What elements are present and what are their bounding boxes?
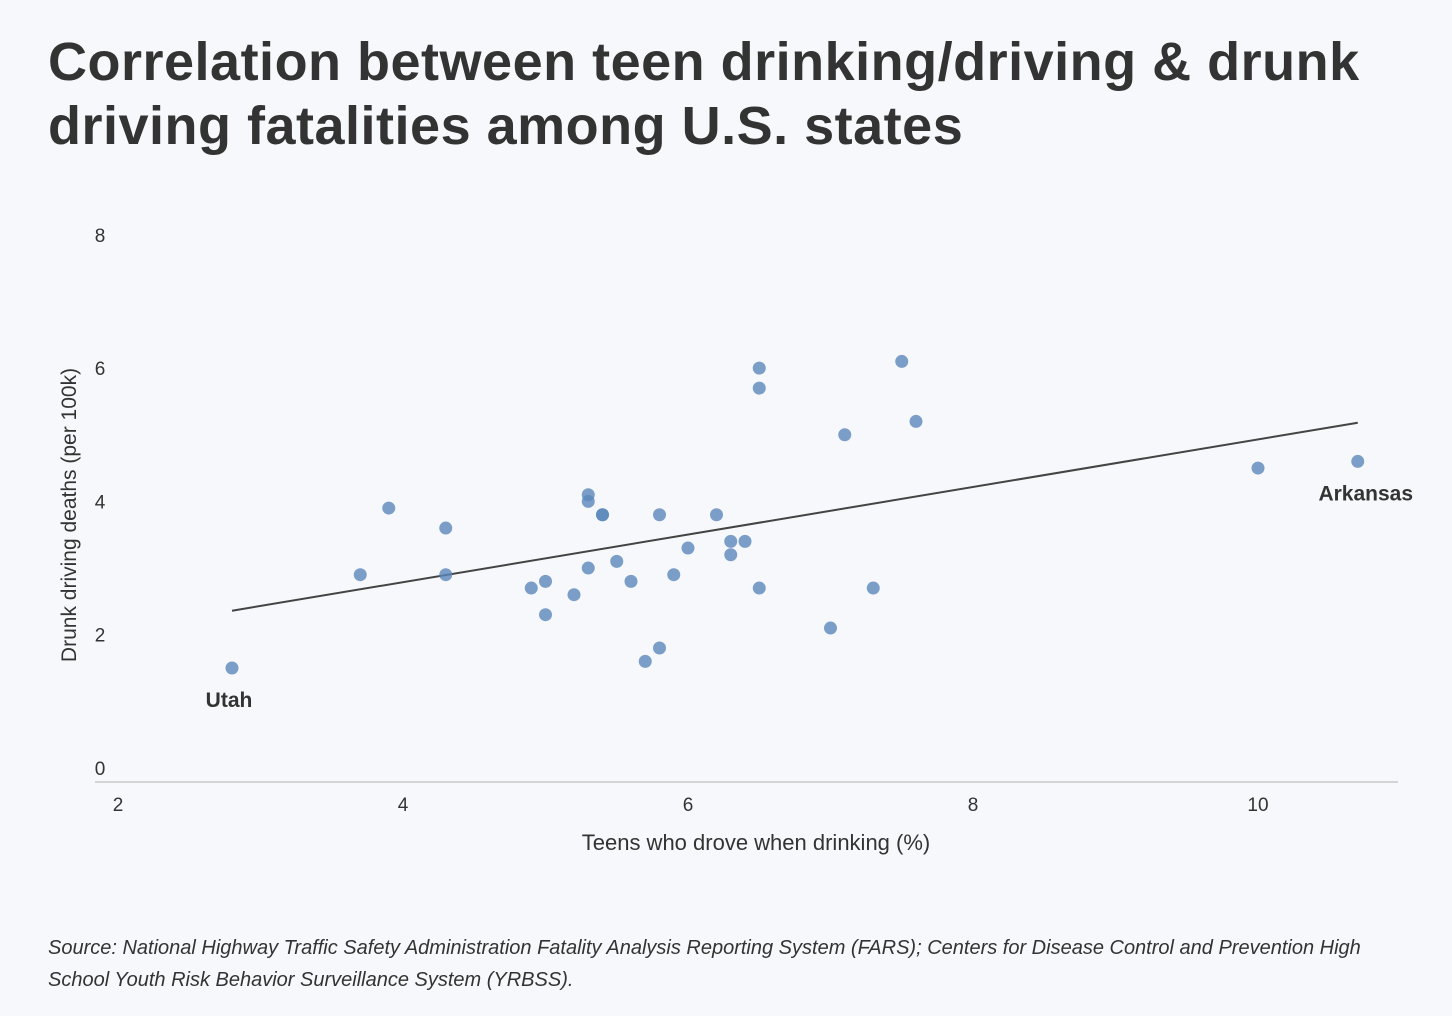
data-point bbox=[738, 534, 752, 548]
data-point bbox=[581, 561, 595, 575]
y-tick-label: 2 bbox=[95, 626, 106, 647]
data-point bbox=[752, 381, 766, 395]
x-tick-label: 6 bbox=[683, 795, 694, 816]
x-axis-label: Teens who drove when drinking (%) bbox=[582, 830, 931, 855]
data-point bbox=[724, 548, 738, 562]
data-point bbox=[567, 588, 581, 602]
data-point bbox=[225, 661, 239, 675]
data-point bbox=[895, 354, 909, 368]
data-point bbox=[624, 574, 638, 588]
y-tick-label: 8 bbox=[95, 226, 106, 247]
data-point bbox=[667, 568, 681, 582]
data-point bbox=[638, 654, 652, 668]
data-point bbox=[1351, 454, 1365, 468]
data-point bbox=[539, 574, 552, 588]
point-label-utah: Utah bbox=[206, 689, 253, 712]
data-point bbox=[752, 581, 766, 595]
point-label-arkansas: Arkansas bbox=[1318, 482, 1413, 505]
data-point bbox=[439, 568, 453, 582]
data-point bbox=[710, 508, 723, 522]
data-point bbox=[824, 621, 837, 635]
data-point bbox=[909, 414, 923, 428]
data-point bbox=[382, 501, 396, 515]
data-point bbox=[439, 521, 453, 535]
x-tick-label: 4 bbox=[398, 795, 409, 816]
data-point bbox=[653, 508, 666, 522]
data-point bbox=[681, 541, 695, 555]
data-point bbox=[866, 581, 880, 595]
y-tick-label: 0 bbox=[95, 759, 106, 780]
data-point bbox=[752, 361, 766, 375]
data-point bbox=[353, 568, 367, 582]
x-tick-label: 8 bbox=[968, 795, 979, 816]
data-point bbox=[581, 494, 595, 508]
x-tick-label: 10 bbox=[1247, 795, 1268, 816]
data-point bbox=[724, 534, 738, 548]
trend-line bbox=[231, 421, 1358, 612]
data-point bbox=[539, 608, 552, 622]
data-point bbox=[1251, 461, 1265, 475]
chart-title: Correlation between teen drinking/drivin… bbox=[48, 32, 1360, 156]
y-tick-label: 4 bbox=[95, 492, 106, 513]
source-note: Source: National Highway Traffic Safety … bbox=[48, 937, 1361, 991]
data-point bbox=[838, 428, 852, 442]
data-point bbox=[524, 581, 538, 595]
y-axis-label: Drunk driving deaths (per 100k) bbox=[58, 368, 81, 662]
y-tick-label: 6 bbox=[95, 359, 106, 380]
data-point bbox=[596, 508, 609, 522]
data-point bbox=[653, 641, 666, 655]
data-point bbox=[610, 554, 624, 568]
x-tick-label: 2 bbox=[113, 795, 124, 816]
